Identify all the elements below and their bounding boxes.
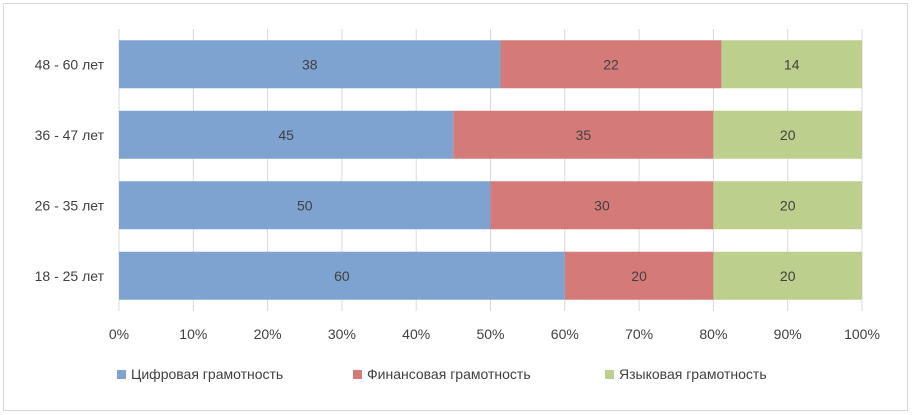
bar-segment bbox=[721, 40, 862, 89]
value-axis: 0% 10% 20% 30% 40% 50% 60% 70% 80% 90% 100% bbox=[109, 326, 880, 342]
legend-label: Языковая грамотность bbox=[619, 366, 767, 382]
data-label: 20 bbox=[631, 268, 647, 284]
bar-segment bbox=[713, 110, 862, 159]
legend-item: Языковая грамотность bbox=[605, 366, 767, 382]
x-tick-label: 60% bbox=[551, 326, 579, 342]
bar-segment bbox=[713, 251, 862, 300]
bar-segment bbox=[119, 251, 565, 300]
bar-segment bbox=[713, 181, 862, 230]
data-label: 20 bbox=[780, 268, 796, 284]
bar-segment bbox=[119, 40, 501, 89]
bar-segment bbox=[119, 181, 491, 230]
data-label: 20 bbox=[780, 197, 796, 213]
bar-segment bbox=[119, 110, 454, 159]
data-label: 60 bbox=[334, 268, 350, 284]
x-tick-label: 80% bbox=[699, 326, 727, 342]
data-label: 30 bbox=[594, 197, 610, 213]
data-label: 45 bbox=[278, 127, 294, 143]
x-tick-label: 10% bbox=[179, 326, 207, 342]
x-tick-label: 100% bbox=[844, 326, 880, 342]
chart-area: 38 22 14 45 35 20 50 30 20 60 20 20 48 - 60 лет 36 -… bbox=[3, 3, 908, 411]
legend-item: Финансовая грамотность bbox=[353, 366, 531, 382]
x-tick-label: 90% bbox=[774, 326, 802, 342]
data-label: 35 bbox=[576, 127, 592, 143]
legend-item: Цифровая грамотность bbox=[117, 366, 283, 382]
bar-segment bbox=[490, 181, 714, 230]
data-label: 14 bbox=[784, 56, 800, 72]
category-label: 18 - 25 лет bbox=[35, 268, 105, 284]
x-tick-label: 40% bbox=[402, 326, 430, 342]
bars: 38 22 14 45 35 20 50 30 20 60 20 20 bbox=[119, 40, 862, 300]
data-label: 38 bbox=[302, 56, 318, 72]
legend-label: Финансовая грамотность bbox=[367, 366, 531, 382]
legend-swatch bbox=[353, 370, 362, 379]
category-label: 36 - 47 лет bbox=[35, 127, 105, 143]
legend-swatch bbox=[117, 370, 126, 379]
legend-label: Цифровая грамотность bbox=[131, 366, 283, 382]
category-axis: 48 - 60 лет 36 - 47 лет 26 - 35 лет 18 - 25… bbox=[35, 56, 105, 284]
category-label: 48 - 60 лет bbox=[35, 56, 105, 72]
x-tick-label: 70% bbox=[625, 326, 653, 342]
legend: Цифровая грамотность Финансовая грамотнос… bbox=[117, 366, 767, 382]
x-tick-label: 30% bbox=[328, 326, 356, 342]
category-label: 26 - 35 лет bbox=[35, 197, 105, 213]
data-label: 50 bbox=[297, 197, 313, 213]
stacked-bar-chart: 38 22 14 45 35 20 50 30 20 60 20 20 48 - 60 лет 36 -… bbox=[35, 29, 880, 382]
data-label: 20 bbox=[780, 127, 796, 143]
bar-segment bbox=[564, 251, 714, 300]
x-tick-label: 50% bbox=[476, 326, 504, 342]
bar-segment bbox=[453, 110, 714, 159]
bar-segment bbox=[500, 40, 722, 89]
x-tick-label: 20% bbox=[254, 326, 282, 342]
data-label: 22 bbox=[603, 56, 619, 72]
x-tick-label: 0% bbox=[109, 326, 129, 342]
legend-swatch bbox=[605, 370, 614, 379]
